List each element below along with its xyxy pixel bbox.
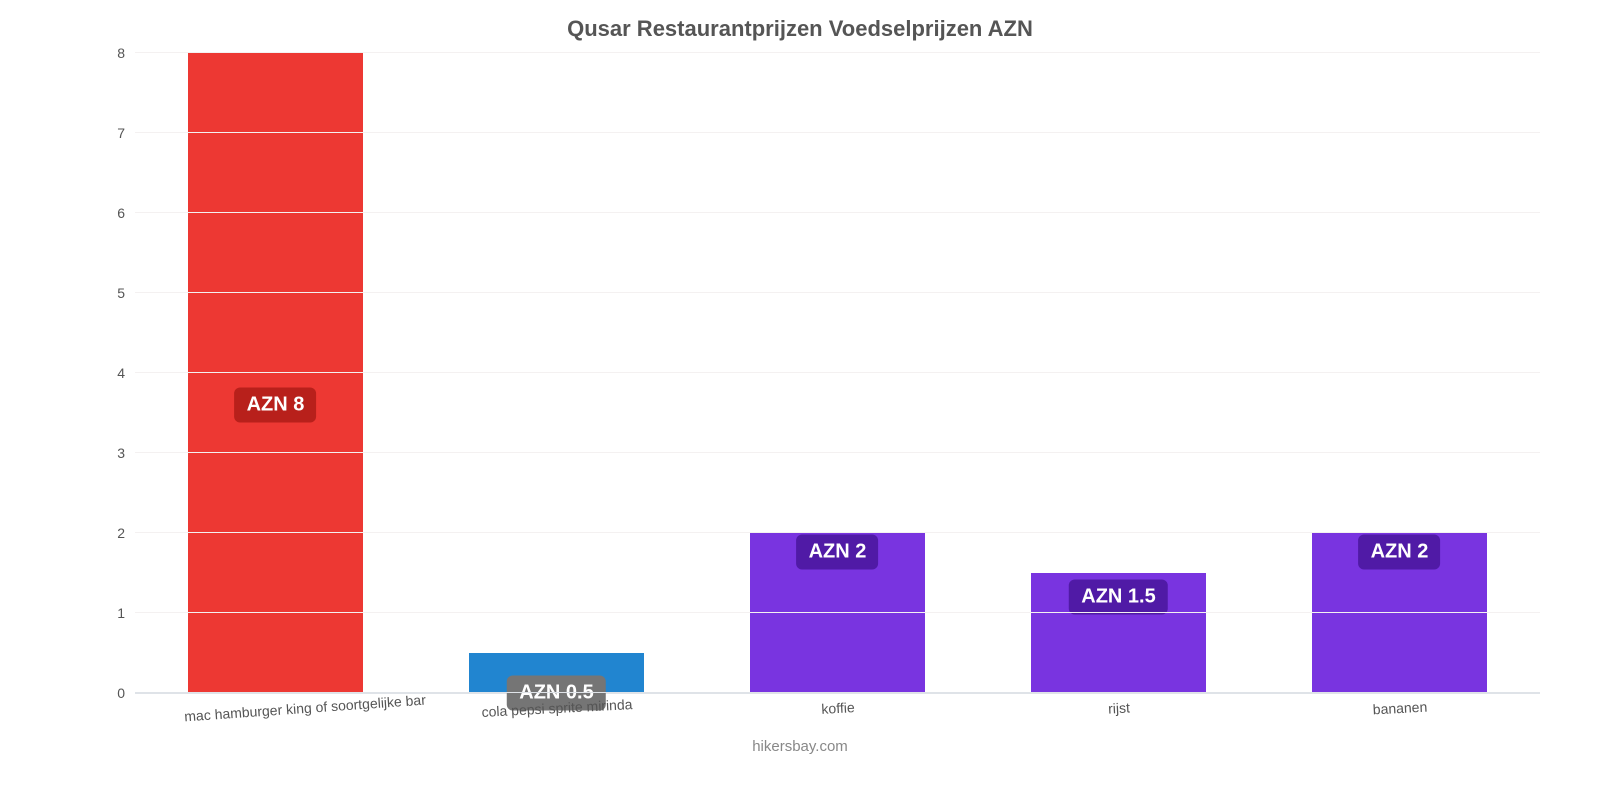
x-tick-label: rijst bbox=[1107, 699, 1130, 716]
bars-container: AZN 8 AZN 0.5 AZN 2 AZN 1.5 AZN 2 bbox=[135, 54, 1540, 693]
bar-value-label: AZN 1.5 bbox=[1069, 580, 1167, 615]
x-axis-labels: mac hamburger king of soortgelijke bar co… bbox=[135, 694, 1540, 734]
y-tick-label: 8 bbox=[117, 45, 135, 61]
bar: AZN 1.5 bbox=[1031, 573, 1205, 693]
y-tick-label: 7 bbox=[117, 125, 135, 141]
y-tick-label: 0 bbox=[117, 685, 135, 701]
bar-value-label: AZN 8 bbox=[235, 388, 317, 423]
y-tick-label: 3 bbox=[117, 445, 135, 461]
y-tick-label: 5 bbox=[117, 285, 135, 301]
bar: AZN 0.5 bbox=[469, 653, 643, 693]
chart-credit: hikersbay.com bbox=[30, 738, 1570, 755]
x-tick-label: bananen bbox=[1372, 699, 1427, 718]
bar-value-label: AZN 2 bbox=[797, 535, 879, 570]
y-tick-label: 6 bbox=[117, 205, 135, 221]
bar: AZN 8 bbox=[188, 53, 362, 693]
plot-area: AZN 8AZN 0.5AZN 2AZN 1.5AZN 2 012345678 bbox=[135, 54, 1540, 694]
y-tick-label: 2 bbox=[117, 525, 135, 541]
bar: AZN 2 bbox=[1312, 533, 1486, 693]
price-bar-chart: Qusar Restaurantprijzen Voedselprijzen A… bbox=[0, 0, 1600, 800]
bar: AZN 2 bbox=[750, 533, 924, 693]
chart-title: Qusar Restaurantprijzen Voedselprijzen A… bbox=[30, 16, 1570, 42]
x-tick-label: cola pepsi sprite mirinda bbox=[481, 696, 633, 720]
bar-value-label: AZN 2 bbox=[1359, 535, 1441, 570]
y-tick-label: 1 bbox=[117, 605, 135, 621]
x-tick-label: mac hamburger king of soortgelijke bar bbox=[183, 692, 426, 725]
x-tick-label: koffie bbox=[820, 699, 854, 717]
y-tick-label: 4 bbox=[117, 365, 135, 381]
